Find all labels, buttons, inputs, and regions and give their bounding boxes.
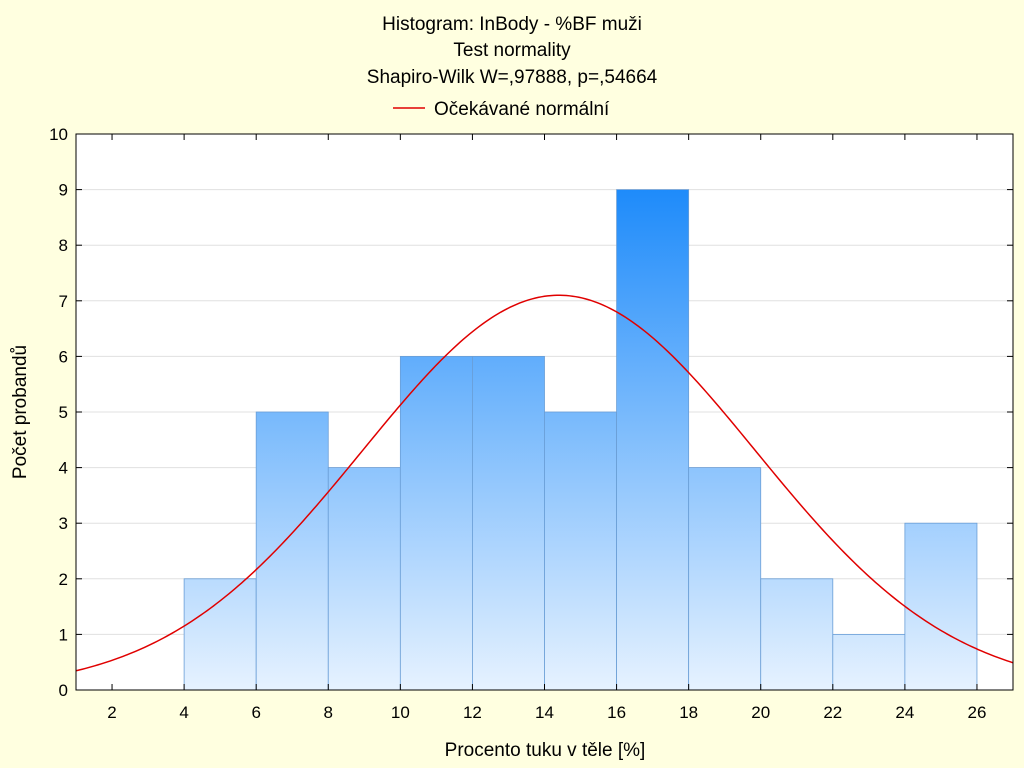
histogram-bars (183, 189, 978, 691)
x-tick-label: 26 (968, 703, 987, 722)
y-tick-label: 3 (59, 514, 68, 533)
x-tick-label: 8 (324, 703, 333, 722)
x-tick-label: 4 (179, 703, 188, 722)
histogram-bar (399, 355, 473, 691)
x-tick-labels: 2 4 6 8 10 12 14 16 18 20 22 24 26 (107, 703, 986, 722)
histogram-bar (327, 467, 401, 691)
x-tick-label: 14 (535, 703, 554, 722)
y-tick-label: 8 (59, 236, 68, 255)
y-tick-label: 9 (59, 181, 68, 200)
chart-title: Histogram: InBody - %BF muži (382, 14, 642, 35)
histogram-bar (616, 189, 690, 691)
x-tick-label: 2 (107, 703, 116, 722)
chart-subtitle-1: Test normality (453, 40, 571, 61)
chart-subtitle-2: Shapiro-Wilk W=,97888, p=,54664 (367, 67, 658, 88)
histogram-bar (904, 522, 978, 691)
y-axis-label: Počet probandů (10, 345, 31, 479)
y-tick-label: 10 (49, 125, 68, 144)
x-tick-label: 18 (679, 703, 698, 722)
legend: Očekávané normální (393, 99, 610, 120)
y-tick-label: 5 (59, 403, 68, 422)
legend-label: Očekávané normální (434, 99, 610, 120)
histogram-bar (760, 578, 834, 691)
x-tick-label: 16 (607, 703, 626, 722)
x-tick-label: 12 (463, 703, 482, 722)
y-tick-label: 6 (59, 347, 68, 366)
normal-curve-line (76, 294, 1013, 672)
histogram-bar (472, 355, 545, 691)
x-tick-label: 6 (251, 703, 260, 722)
histogram-bar (832, 634, 906, 691)
histogram-bar (688, 467, 762, 691)
histogram-bar (183, 578, 257, 691)
y-tick-label: 2 (59, 570, 68, 589)
y-tick-label: 0 (59, 681, 68, 700)
histogram-bar (255, 411, 329, 691)
y-tick-label: 4 (59, 459, 68, 478)
y-tick-labels: 0 1 2 3 4 5 6 7 8 9 10 (49, 125, 68, 700)
y-tick-label: 7 (59, 292, 68, 311)
x-tick-label: 10 (391, 703, 410, 722)
x-tick-label: 24 (895, 703, 914, 722)
y-tick-label: 1 (59, 625, 68, 644)
x-axis-label: Procento tuku v těle [%] (445, 740, 646, 761)
x-tick-label: 22 (823, 703, 842, 722)
histogram-bar (544, 411, 617, 691)
axis-ticks (76, 133, 1013, 691)
x-tick-label: 20 (751, 703, 770, 722)
